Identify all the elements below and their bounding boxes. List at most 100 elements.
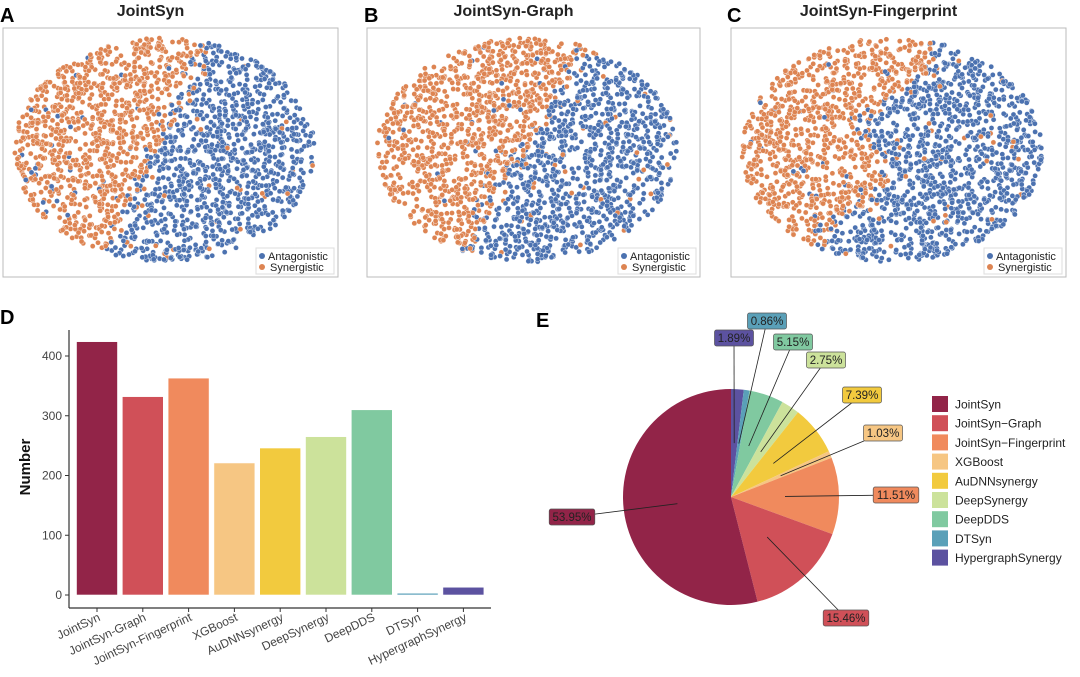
point-synergistic [126, 185, 133, 192]
point-synergistic [100, 139, 107, 146]
point-antagonistic [200, 132, 207, 139]
point-antagonistic [579, 229, 586, 236]
point-antagonistic [212, 147, 219, 153]
point-synergistic [42, 83, 49, 90]
point-antagonistic [163, 134, 170, 141]
point-antagonistic [203, 45, 210, 52]
point-antagonistic [64, 212, 71, 218]
point-antagonistic [244, 149, 251, 156]
point-synergistic [493, 40, 500, 47]
point-antagonistic [277, 99, 284, 105]
point-synergistic [844, 49, 851, 56]
legend-label: Synergistic [270, 262, 324, 274]
point-antagonistic [249, 148, 255, 155]
panel-letter: B [364, 5, 378, 27]
point-antagonistic [243, 119, 250, 125]
point-synergistic [394, 139, 400, 146]
point-antagonistic [169, 102, 175, 108]
point-antagonistic [283, 184, 289, 191]
point-antagonistic [161, 256, 167, 263]
point-antagonistic [263, 182, 270, 189]
point-antagonistic [495, 211, 502, 217]
point-antagonistic [640, 139, 647, 145]
point-synergistic [821, 142, 828, 148]
point-antagonistic [277, 164, 284, 171]
point-synergistic [151, 148, 158, 154]
point-synergistic [411, 91, 418, 97]
point-antagonistic [648, 105, 655, 112]
point-synergistic [564, 83, 570, 90]
point-synergistic [524, 72, 530, 78]
point-synergistic [191, 42, 198, 48]
point-synergistic [499, 113, 505, 119]
point-synergistic [490, 48, 496, 55]
point-synergistic [464, 127, 471, 134]
point-antagonistic [586, 248, 592, 255]
point-antagonistic [177, 147, 184, 154]
point-synergistic [424, 144, 431, 151]
point-synergistic [181, 61, 187, 67]
point-antagonistic [915, 168, 922, 174]
point-antagonistic [233, 70, 239, 76]
point-antagonistic [253, 116, 260, 122]
point-antagonistic [593, 110, 599, 116]
point-antagonistic [512, 233, 518, 240]
point-synergistic [634, 149, 640, 156]
point-synergistic [374, 140, 381, 146]
point-antagonistic [120, 237, 127, 244]
point-synergistic [783, 119, 790, 125]
point-synergistic [34, 120, 41, 126]
point-synergistic [101, 124, 108, 130]
point-antagonistic [253, 63, 260, 69]
point-antagonistic [490, 107, 497, 114]
point-synergistic [471, 234, 478, 241]
point-synergistic [155, 86, 161, 92]
point-antagonistic [260, 175, 266, 181]
point-synergistic [127, 71, 134, 78]
point-antagonistic [541, 214, 548, 220]
point-synergistic [458, 111, 465, 117]
point-antagonistic [181, 207, 187, 213]
point-synergistic [59, 112, 66, 119]
point-synergistic [440, 182, 447, 189]
point-antagonistic [545, 159, 551, 166]
point-synergistic [131, 51, 137, 57]
point-synergistic [476, 126, 482, 133]
point-synergistic [69, 97, 75, 104]
point-antagonistic [242, 82, 249, 89]
point-antagonistic [173, 202, 180, 209]
point-synergistic [17, 147, 24, 154]
point-synergistic [524, 38, 531, 44]
point-antagonistic [284, 136, 291, 143]
point-synergistic [77, 80, 83, 86]
point-synergistic [418, 138, 425, 144]
point-antagonistic [151, 191, 158, 197]
point-synergistic [133, 46, 139, 53]
point-antagonistic [247, 229, 254, 235]
point-antagonistic [223, 86, 230, 93]
point-synergistic [380, 172, 386, 178]
point-antagonistic [192, 241, 199, 248]
point-synergistic [883, 36, 890, 43]
point-antagonistic [181, 226, 187, 232]
point-antagonistic [197, 42, 204, 49]
point-antagonistic [249, 212, 256, 219]
point-antagonistic [210, 133, 216, 139]
point-antagonistic [578, 138, 585, 145]
point-antagonistic [255, 99, 261, 106]
point-synergistic [393, 95, 400, 102]
point-antagonistic [232, 190, 238, 197]
point-antagonistic [505, 205, 511, 212]
point-synergistic [533, 40, 540, 47]
point-antagonistic [225, 63, 232, 70]
point-antagonistic [48, 183, 55, 190]
point-antagonistic [161, 205, 167, 211]
point-synergistic [414, 203, 420, 210]
point-synergistic [448, 112, 455, 119]
point-synergistic [79, 99, 86, 105]
point-synergistic [504, 40, 511, 47]
point-antagonistic [526, 221, 532, 228]
point-antagonistic [28, 107, 35, 113]
point-antagonistic [590, 91, 597, 98]
point-antagonistic [272, 117, 279, 124]
